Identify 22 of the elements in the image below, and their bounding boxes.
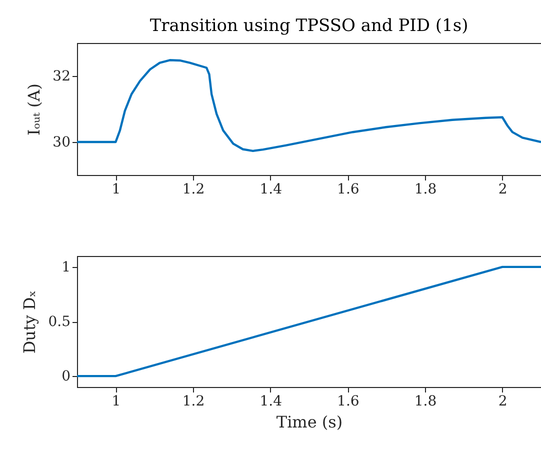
y-axis-title: Iₒᵤₜ (A) [24,84,44,136]
x-axis-title: Time (s) [276,412,343,432]
y-tick-label: 32 [52,68,70,84]
x-tick-label: 1.4 [260,394,282,410]
x-tick-label: 1.6 [337,182,360,198]
x-tick-label: 1.8 [414,182,437,198]
x-tick-label: 1.2 [182,394,205,410]
y-tick-label: 0 [62,368,70,385]
x-tick-label: 1.6 [337,394,360,410]
x-tick-label: 1.8 [414,394,437,410]
x-tick-label: 1 [112,394,121,410]
line-series [77,59,541,152]
x-tick-label: 2 [498,394,508,410]
y-tick-label: 30 [52,134,70,150]
y-axis-title: Duty Dₓ [20,290,40,354]
x-tick-label: 2 [498,182,508,198]
x-tick-label: 1 [112,182,121,198]
y-tick-label: 1 [62,259,70,276]
chart-title: Transition using TPSSO and PID (1s) [150,16,468,36]
x-tick-label: 1.4 [260,182,282,198]
y-tick-label: 0.5 [48,314,70,330]
x-tick-label: 1.2 [182,182,205,198]
